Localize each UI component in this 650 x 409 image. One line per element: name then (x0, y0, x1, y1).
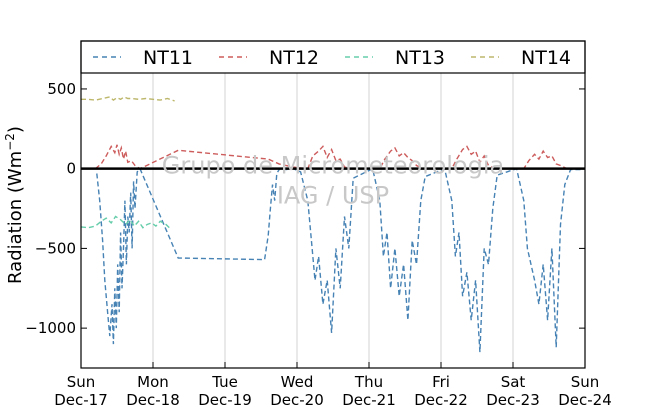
x-tick-label-date-5: Dec-22 (414, 391, 468, 409)
x-tick-label-day-7: Sun (571, 373, 600, 391)
series-line-nt12 (94, 144, 578, 170)
series-line-nt11 (96, 167, 582, 353)
y-axis-label-main: Radiation (Wm (5, 151, 26, 284)
legend: NT11 NT12 NT13 NT14 (80, 40, 586, 74)
x-tick-label-date-1: Dec-18 (126, 391, 180, 409)
axis-ticks: SunDec-17MonDec-18TueDec-19WedDec-20ThuD… (25, 41, 612, 409)
y-tick-label-2: −500 (35, 239, 76, 257)
legend-label-nt14: NT14 (521, 47, 571, 69)
y-axis-label-close: ) (5, 126, 26, 133)
y-axis-label: Radiation (Wm−2) (3, 126, 26, 284)
y-tick-label-1: 0 (66, 160, 76, 178)
series-line-nt14 (81, 96, 175, 102)
x-tick-label-day-0: Sun (67, 373, 96, 391)
x-tick-label-day-1: Mon (137, 373, 169, 391)
x-tick-label-day-5: Fri (432, 373, 450, 391)
x-tick-label-day-3: Wed (281, 373, 314, 391)
legend-label-nt11: NT11 (143, 47, 193, 69)
y-tick-label-3: −1000 (25, 319, 76, 337)
legend-label-nt13: NT13 (395, 47, 445, 69)
grid-lines (152, 73, 514, 368)
watermark: Grupo de Micrometeorologia IAG / USP (162, 151, 504, 209)
x-tick-label-day-4: Thu (354, 373, 383, 391)
x-tick-label-date-6: Dec-23 (486, 391, 540, 409)
x-tick-label-date-4: Dec-21 (342, 391, 396, 409)
watermark-line-1: Grupo de Micrometeorologia (162, 151, 504, 179)
plot-frame (80, 40, 586, 369)
x-tick-label-date-2: Dec-19 (198, 391, 252, 409)
x-tick-label-day-2: Tue (211, 373, 238, 391)
y-axis-label-exponent: −2 (3, 133, 17, 151)
x-tick-label-day-6: Sat (501, 373, 526, 391)
series-line-nt13 (80, 215, 172, 230)
x-tick-label-date-3: Dec-20 (270, 391, 324, 409)
series-lines (80, 96, 582, 353)
x-tick-label-date-0: Dec-17 (54, 391, 108, 409)
y-tick-label-0: 500 (47, 80, 76, 98)
x-tick-label-date-7: Dec-24 (558, 391, 612, 409)
watermark-line-2: IAG / USP (277, 181, 389, 209)
legend-label-nt12: NT12 (269, 47, 319, 69)
